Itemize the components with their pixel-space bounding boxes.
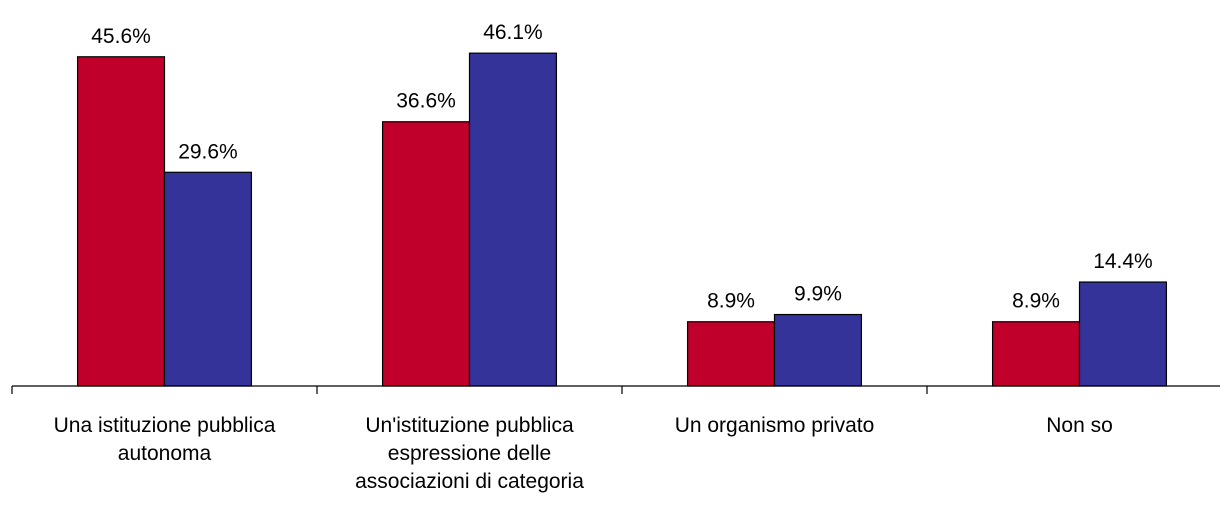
data-label: 29.6% (178, 140, 238, 163)
bar (468, 52, 558, 387)
bar (773, 313, 863, 387)
data-label: 8.9% (1012, 290, 1060, 313)
bar (76, 56, 166, 387)
x-tick-label: Non so (1046, 414, 1113, 437)
x-tick-label: Una istituzione pubblica autonoma (53, 414, 276, 465)
bar (1078, 281, 1168, 387)
bar (686, 321, 776, 387)
data-label: 45.6% (91, 25, 151, 48)
data-label: 8.9% (707, 290, 755, 313)
x-tick-label: Un organismo privato (674, 414, 875, 437)
data-label: 14.4% (1093, 250, 1153, 273)
bar (163, 171, 253, 387)
data-label: 36.6% (396, 90, 456, 113)
data-label: 46.1% (483, 21, 543, 44)
x-tick-label: Un'istituzione pubblica espressione dell… (355, 414, 584, 493)
data-label: 9.9% (794, 283, 842, 306)
bar (381, 121, 471, 387)
bar (991, 321, 1081, 387)
